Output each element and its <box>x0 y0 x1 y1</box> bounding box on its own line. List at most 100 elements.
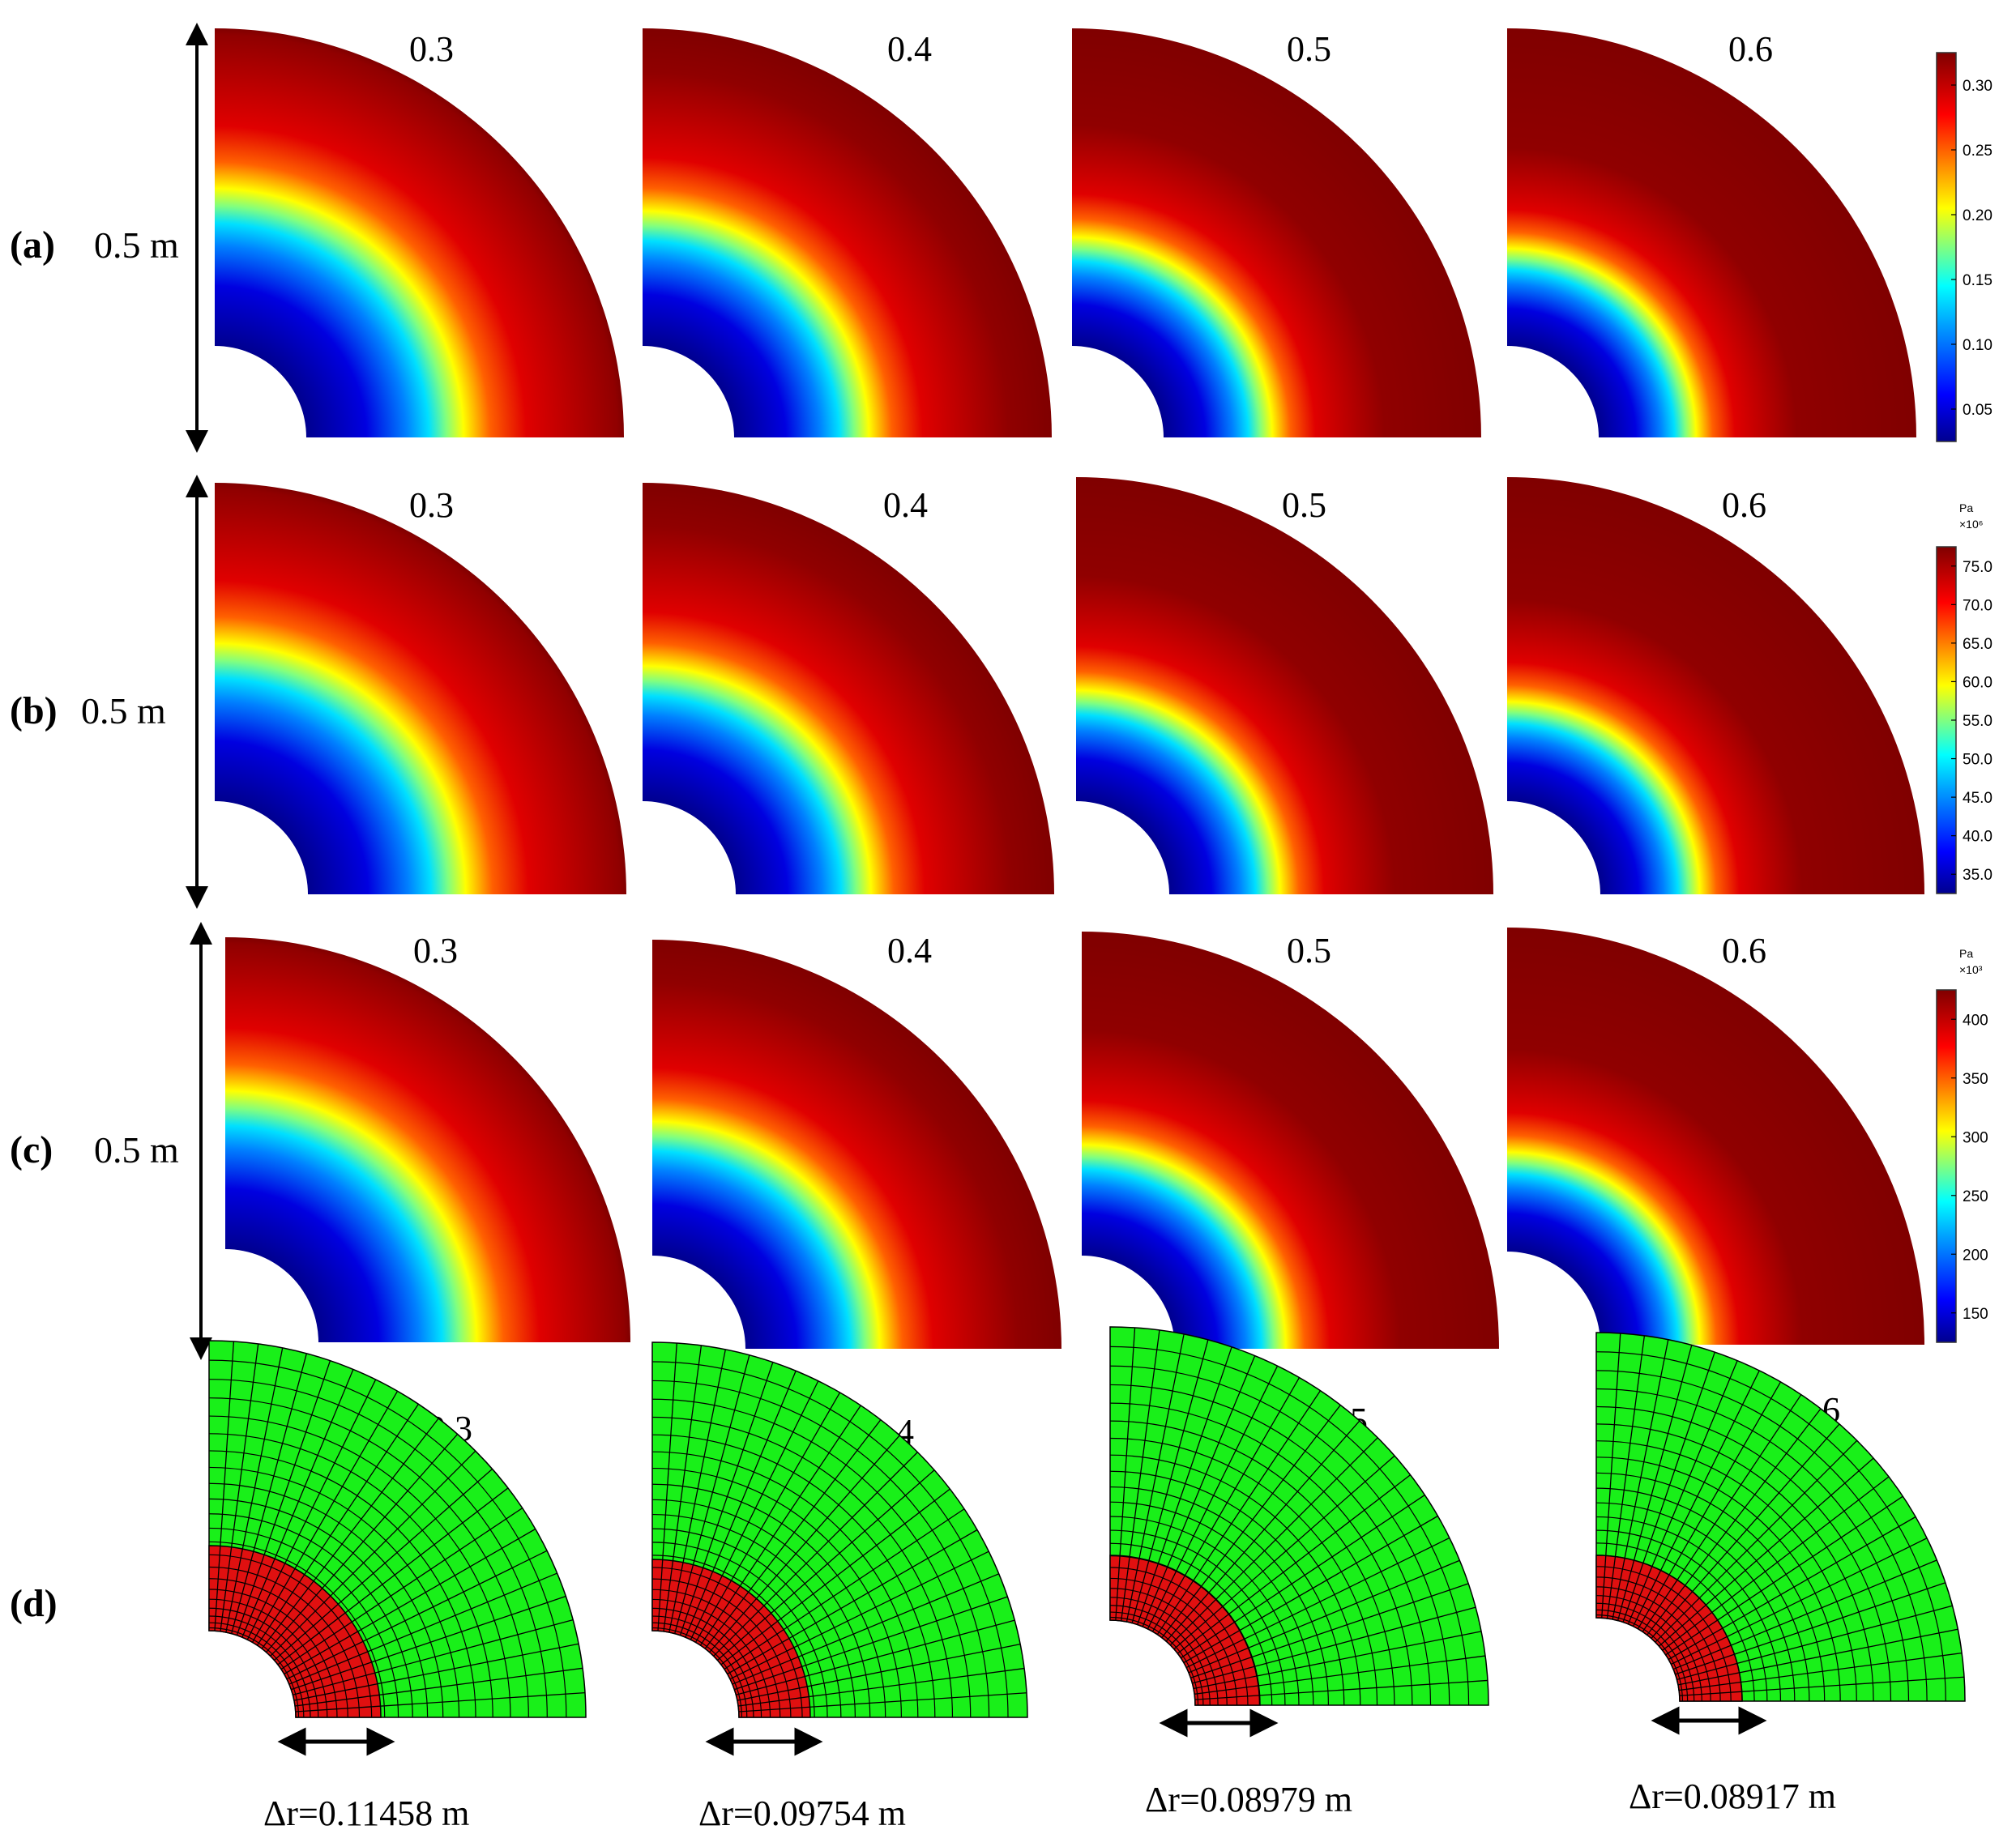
mesh-arc-line <box>208 1598 328 1718</box>
colorbar-tick-label: 400 <box>1963 1012 1988 1029</box>
mesh-arc-line <box>1595 1516 1782 1702</box>
mesh-radial-line <box>1647 1408 1822 1636</box>
mesh-radial-line <box>717 1469 935 1661</box>
mesh-radial-line <box>220 1343 259 1632</box>
mesh-radial-line <box>1177 1474 1411 1654</box>
mesh-radial-line <box>737 1667 1025 1707</box>
mesh-arc-line <box>651 1567 803 1718</box>
mesh-arc-line <box>1109 1420 1395 1706</box>
mesh-arc-line <box>651 1622 748 1718</box>
row-label-d: (d) <box>10 1582 58 1625</box>
mesh-radial-line <box>294 1667 583 1707</box>
mesh-radial-line <box>737 1644 1021 1701</box>
contour-panel-a3 <box>1072 28 1481 437</box>
contour-panel-b3 <box>1076 477 1493 894</box>
mesh-arc-line <box>1595 1423 1874 1702</box>
mesh-panels <box>208 1326 1966 1718</box>
mesh-radial-line <box>288 1572 557 1685</box>
contour-panel-b4 <box>1507 477 1924 894</box>
mesh-arc-line <box>651 1380 990 1718</box>
mesh-arc-line <box>208 1433 493 1718</box>
mesh-panel-3 <box>1109 1326 1489 1706</box>
mesh-radial-line <box>1151 1377 1301 1632</box>
mesh-arc-line <box>1595 1440 1857 1702</box>
colorbar-tick-label: 0.15 <box>1963 272 1993 289</box>
mesh-radial-line <box>1617 1345 1693 1621</box>
mesh-arc-line <box>208 1622 305 1718</box>
panel-title-c2: 0.4 <box>887 931 932 970</box>
mesh-radial-line <box>270 1450 476 1657</box>
contour-panel-c1 <box>225 937 630 1342</box>
mesh-arc-line <box>651 1578 792 1718</box>
mesh-arc-line <box>1595 1576 1721 1702</box>
mesh-arc-line <box>208 1466 460 1718</box>
mesh-arc-line <box>1595 1405 1892 1702</box>
dimension-label-a: 0.5 m <box>94 224 179 266</box>
mesh-radial-line <box>261 1418 439 1649</box>
mesh-arc-line <box>651 1483 886 1718</box>
mesh-arc-line <box>1109 1402 1413 1706</box>
colorbar-c-unit: Pa <box>1959 947 1973 960</box>
mesh-arc-line <box>1595 1602 1695 1702</box>
colorbar-c <box>1936 989 1957 1343</box>
contour-panel-a1 <box>215 28 624 437</box>
mesh-arc-line <box>208 1415 511 1718</box>
mesh-radial-line <box>1601 1333 1621 1619</box>
mesh-arc-line <box>208 1607 319 1718</box>
delta-r-arrows <box>277 1706 1767 1756</box>
mesh-arc-line <box>1109 1365 1450 1706</box>
colorbar-tick-label: 0.30 <box>1963 78 1993 95</box>
mesh-radial-line <box>690 1380 819 1640</box>
mesh-radial-line <box>295 1691 586 1712</box>
mesh-arc-line <box>208 1589 338 1718</box>
mesh-arc-line <box>208 1627 300 1718</box>
mesh-radial-line <box>1662 1476 1890 1651</box>
mesh-radial-line <box>1169 1437 1378 1646</box>
mesh-arc-line <box>1109 1501 1314 1706</box>
mesh-radial-line <box>657 1342 677 1631</box>
mesh-arc-line <box>208 1397 529 1718</box>
dimension-label-b: 0.5 m <box>81 690 166 731</box>
colorbar-c-multiplier: ×10³ <box>1959 963 1983 976</box>
colorbar-ticks: 0.30 0.25 0.20 0.15 0.10 0.05 75.0 70.0 65.0 60.0… <box>1951 78 1993 1323</box>
mesh-arc-line <box>651 1434 936 1718</box>
colorbar-tick-label: 45.0 <box>1963 790 1993 807</box>
colorbar-tick-label: 65.0 <box>1963 636 1993 653</box>
mesh-arc-line <box>1595 1566 1732 1702</box>
mesh-arc-line <box>1595 1487 1810 1702</box>
mesh-radial-line <box>1632 1370 1760 1627</box>
mesh-arc-line <box>1109 1555 1260 1706</box>
row-label-a: (a) <box>10 224 55 267</box>
colorbar-tick-label: 70.0 <box>1963 597 1993 614</box>
panel-title-b2: 0.4 <box>883 485 928 525</box>
colorbar-b-multiplier: ×10⁶ <box>1959 518 1984 531</box>
mesh-radial-line <box>1679 1676 1965 1696</box>
mesh-radial-line <box>734 1596 1008 1691</box>
mesh-radial-line <box>713 1452 918 1657</box>
mesh-arc-line <box>651 1451 919 1718</box>
mesh-arc-line <box>208 1615 311 1718</box>
mesh-panel-4 <box>1595 1332 1966 1702</box>
mesh-radial-line <box>1161 1405 1341 1639</box>
mesh-arc-line <box>208 1513 413 1718</box>
mesh-radial-line <box>1679 1652 1963 1691</box>
mesh-radial-line <box>674 1354 750 1634</box>
mesh-radial-line <box>1622 1351 1715 1623</box>
mesh-arc-line <box>651 1467 903 1718</box>
colorbar-tick-label: 75.0 <box>1963 559 1993 576</box>
mesh-arc-line <box>1109 1605 1211 1706</box>
mesh-radial-line <box>727 1529 978 1675</box>
mesh-radial-line <box>738 1692 1027 1712</box>
colorbar-tick-label: 150 <box>1963 1306 1988 1323</box>
mesh-arc-line <box>1109 1437 1378 1706</box>
mesh-arc-line <box>651 1398 972 1718</box>
row-label-c: (c) <box>10 1128 53 1171</box>
mesh-radial-line <box>729 1550 989 1680</box>
mesh-arc-line <box>1109 1616 1199 1706</box>
mesh-arc-line <box>1595 1472 1826 1702</box>
mesh-radial-line <box>1183 1515 1438 1664</box>
contour-panel-c4 <box>1507 928 1924 1345</box>
panel-title-c1: 0.3 <box>413 931 458 970</box>
mesh-radial-line <box>293 1619 574 1695</box>
colorbar-tick-label: 55.0 <box>1963 713 1993 730</box>
